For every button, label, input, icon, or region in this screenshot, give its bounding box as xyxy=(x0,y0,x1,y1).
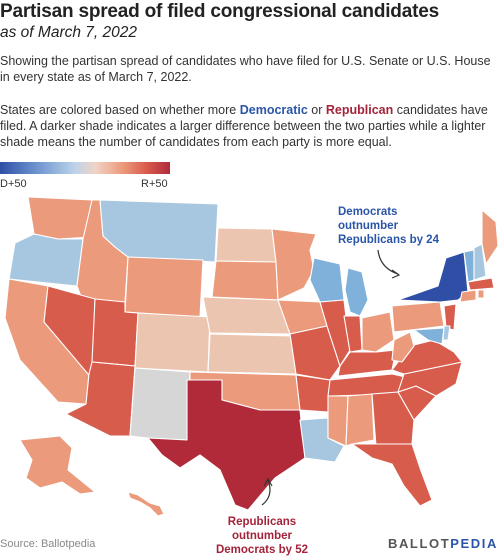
state-ohio[interactable] xyxy=(361,311,395,353)
republican-label: Republican xyxy=(325,103,394,117)
state-new-york[interactable] xyxy=(397,251,469,303)
state-south-dakota[interactable] xyxy=(211,260,279,301)
state-texas[interactable] xyxy=(147,379,306,511)
state-florida[interactable] xyxy=(351,443,433,507)
state-arkansas[interactable] xyxy=(295,374,331,413)
color-scale-legend xyxy=(0,162,170,174)
annotation-arrows xyxy=(261,249,401,506)
state-connecticut[interactable] xyxy=(459,289,477,303)
state-pennsylvania[interactable] xyxy=(391,301,445,333)
state-new-jersey[interactable] xyxy=(443,303,457,331)
state-georgia[interactable] xyxy=(371,391,415,447)
state-massachusetts[interactable] xyxy=(467,277,495,291)
logo-part-1: BALLOT xyxy=(387,536,451,551)
state-illinois[interactable] xyxy=(319,299,351,367)
state-kansas[interactable] xyxy=(207,333,297,375)
chart-title: Partisan spread of filed congressional c… xyxy=(0,1,439,22)
state-west-virginia[interactable] xyxy=(391,331,415,363)
rep-annotation-arrow xyxy=(261,479,271,506)
state-new-hampshire[interactable] xyxy=(473,243,487,281)
legend-rep-label: R+50 xyxy=(141,178,168,190)
state-mississippi[interactable] xyxy=(327,395,349,447)
explanation-text-2: or xyxy=(307,103,326,117)
democratic-label: Democratic xyxy=(239,103,308,117)
state-north-dakota[interactable] xyxy=(215,227,277,263)
state-maine[interactable] xyxy=(481,209,499,265)
logo-part-2: PEDIA xyxy=(450,536,498,551)
state-alabama[interactable] xyxy=(345,393,375,447)
state-hawaii[interactable] xyxy=(127,491,165,517)
state-maryland[interactable] xyxy=(413,327,445,345)
description-paragraph: Showing the partisan spread of candidate… xyxy=(0,54,491,84)
state-nebraska[interactable] xyxy=(202,296,291,335)
rep-annotation: Republicans outnumber Democrats by 52 xyxy=(215,516,309,556)
state-minnesota[interactable] xyxy=(271,228,317,301)
state-rhode-island[interactable] xyxy=(477,289,485,299)
state-new-mexico[interactable] xyxy=(129,367,191,441)
dem-annotation: Democrats outnumber Republicans by 24 xyxy=(338,206,439,246)
state-missouri[interactable] xyxy=(289,325,341,381)
state-alaska[interactable] xyxy=(19,435,96,495)
explanation-text-3: candidates have filed. A darker shade in… xyxy=(0,103,488,149)
state-wyoming[interactable] xyxy=(124,256,204,318)
state-washington[interactable] xyxy=(27,196,93,240)
source-note: Source: Ballotpedia xyxy=(0,538,96,550)
explanation-text-1: States are colored based on whether more xyxy=(0,103,240,117)
chart-subtitle: as of March 7, 2022 xyxy=(0,24,137,41)
legend-explanation: States are colored based on whether more… xyxy=(0,102,496,150)
state-colorado[interactable] xyxy=(134,312,211,373)
states xyxy=(4,196,499,517)
state-oregon[interactable] xyxy=(8,233,84,287)
legend-dem-label: D+50 xyxy=(0,178,27,190)
state-michigan[interactable] xyxy=(344,267,369,317)
dem-annotation-arrow xyxy=(377,249,399,275)
us-map xyxy=(4,196,499,517)
state-delaware[interactable] xyxy=(442,325,451,341)
ballotpedia-logo: BALLOTPEDIA xyxy=(388,536,498,551)
state-wisconsin[interactable] xyxy=(309,257,345,303)
